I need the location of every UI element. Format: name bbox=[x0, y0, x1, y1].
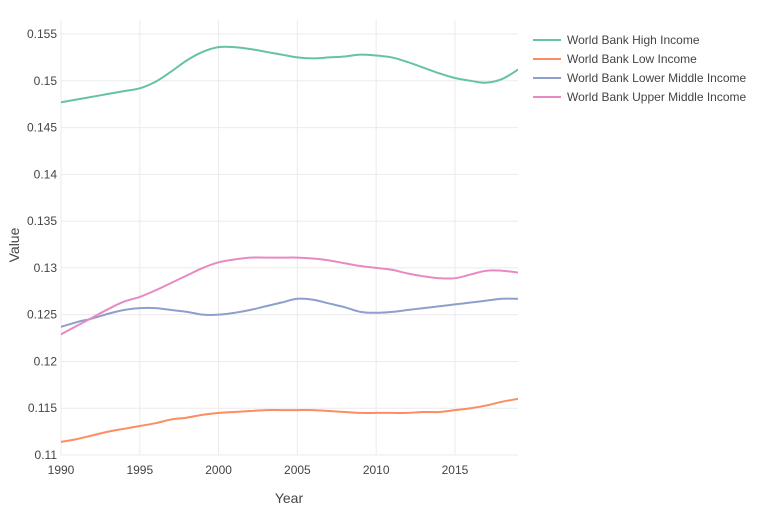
y-tick-label: 0.15 bbox=[34, 74, 58, 88]
legend-label-world-bank-low-income: World Bank Low Income bbox=[567, 52, 697, 66]
x-tick-label: 2005 bbox=[284, 463, 311, 477]
x-axis-title: Year bbox=[275, 490, 304, 505]
series-line-world-bank-high-income bbox=[61, 45, 518, 104]
x-tick-label: 2010 bbox=[363, 463, 390, 477]
y-tick-label: 0.155 bbox=[27, 27, 57, 41]
x-tick-label: 1995 bbox=[126, 463, 153, 477]
legend: World Bank High Income World Bank Low Inc… bbox=[533, 33, 747, 104]
series-line-world-bank-lower-middle-income bbox=[61, 297, 518, 328]
gridlines bbox=[60, 20, 518, 456]
y-tick-label: 0.115 bbox=[28, 401, 57, 415]
legend-label-world-bank-lower-middle-income: World Bank Lower Middle Income bbox=[567, 71, 747, 85]
x-axis-ticks: 1990 1995 2000 2005 2010 2015 bbox=[48, 463, 469, 477]
y-axis-ticks: 0.11 0.115 0.12 0.125 0.13 0.135 0.14 0.145 0.15… bbox=[27, 27, 57, 462]
y-tick-label: 0.135 bbox=[27, 214, 57, 228]
y-tick-label: 0.145 bbox=[27, 121, 57, 135]
x-tick-label: 2015 bbox=[442, 463, 469, 477]
series-lines bbox=[61, 45, 518, 443]
y-tick-label: 0.125 bbox=[27, 308, 57, 322]
y-axis-title: Value bbox=[6, 227, 22, 262]
legend-label-world-bank-high-income: World Bank High Income bbox=[567, 33, 700, 47]
legend-label-world-bank-upper-middle-income: World Bank Upper Middle Income bbox=[567, 90, 747, 104]
y-tick-label: 0.13 bbox=[34, 261, 58, 275]
y-tick-label: 0.12 bbox=[34, 354, 58, 368]
series-line-world-bank-upper-middle-income bbox=[61, 256, 518, 336]
x-tick-label: 1990 bbox=[48, 463, 75, 477]
series-line-world-bank-low-income bbox=[61, 397, 518, 443]
y-tick-label: 0.14 bbox=[34, 167, 58, 181]
y-tick-label: 0.11 bbox=[35, 448, 58, 462]
x-tick-label: 2000 bbox=[205, 463, 232, 477]
